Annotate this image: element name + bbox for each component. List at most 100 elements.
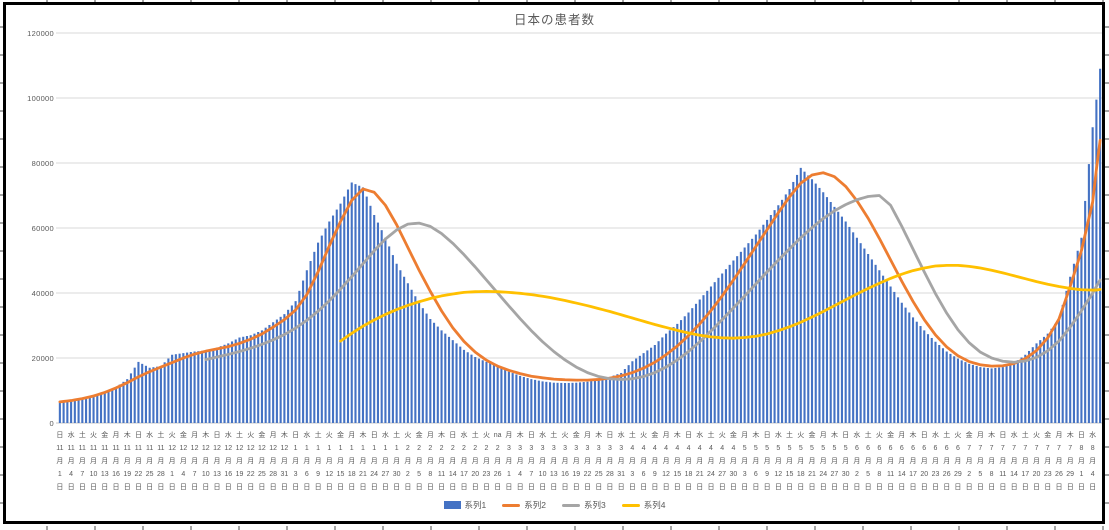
x-axis-tick-label: 月 5 月 24 日	[819, 432, 828, 491]
y-axis-label: 60000	[31, 223, 54, 233]
x-axis-tick-label: 木 1 月 21 日	[359, 432, 367, 491]
legend-item-series4: 系列4	[621, 499, 665, 511]
y-axis-label: 0	[49, 418, 54, 428]
x-axis-tick-label: 火 2 月 23 日	[482, 432, 491, 491]
x-axis-tick-label: 日 11 月 22 日	[134, 432, 143, 491]
x-axis-tick-label: 土 11 月 7 日	[78, 432, 86, 491]
series3-line-swatch-icon	[562, 503, 580, 507]
legend-label-series3: 系列3	[584, 500, 606, 510]
x-axis-tick-label: 土 5 月 15 日	[785, 432, 794, 491]
series1-bar-swatch-icon	[443, 501, 461, 509]
x-axis-tick-label: 月 3 月 22 日	[583, 432, 592, 491]
x-axis-tick-label: 金 1 月 15 日	[336, 432, 345, 491]
x-axis-tick-label: 木 5 月 27 日	[830, 432, 839, 491]
x-axis-tick-label: 土 4 月 24 日	[707, 432, 715, 491]
x-axis-tick-label: 木 12 月 10 日	[201, 432, 210, 491]
x-axis-tick-label: 土 11 月 28 日	[156, 432, 165, 491]
series4-line-swatch-icon	[621, 503, 640, 507]
x-axis-tick-label: 金 11 月 13 日	[100, 432, 109, 491]
legend: 系列1 系列2 系列3 系列4	[0, 499, 1109, 511]
x-axis-tick-label: 金 7 月 23 日	[1043, 432, 1052, 491]
x-axis-tick-label: 水 2 月 17 日	[460, 432, 468, 491]
spreadsheet-edge-left	[0, 0, 4, 530]
x-axis-tick-label: 土 3 月 13 日	[549, 432, 558, 491]
series2-line-swatch-icon	[502, 503, 521, 507]
x-axis-tick-label: 日 12 月 13 日	[213, 432, 221, 491]
x-axis-tick-label: 火 4 月 27 日	[718, 432, 727, 491]
x-axis-tick-label: 金 3 月 19 日	[572, 432, 581, 491]
x-axis-tick-label: 金 12 月 4 日	[179, 432, 188, 491]
x-axis-tick-label: 水 7 月 14 日	[1010, 432, 1018, 491]
x-axis-tick-label: 木 7 月 29 日	[1066, 432, 1075, 491]
x-axis-tick-label: 日 2 月 14 日	[448, 432, 457, 491]
legend-item-series1: 系列1	[443, 499, 486, 511]
x-axis-tick-label: 木 2 月 11 日	[437, 432, 446, 491]
x-axis-tick-label: 木 6 月 17 日	[909, 432, 917, 491]
x-axis-tick-label: 木 3 月 25 日	[594, 432, 603, 491]
x-axis-tick-label: 火 6 月 29 日	[954, 432, 962, 491]
legend-label-series2: 系列2	[524, 500, 546, 510]
x-axis-tick-label: 月 7 月 26 日	[1055, 432, 1063, 491]
x-axis-tick-label: na 2 月 26 日	[493, 432, 502, 491]
x-axis-tick-label: 月 12 月 7 日	[190, 432, 199, 491]
x-axis-tick-label: 土 12 月 19 日	[235, 432, 244, 491]
y-axis-label: 100000	[27, 93, 54, 103]
x-axis-tick-label: 金 4 月 30 日	[729, 432, 738, 491]
x-axis-tick-label: 月 4 月 12 日	[662, 432, 670, 491]
x-axis-tick-label: 水 11 月 4 日	[67, 432, 75, 491]
x-axis-tick-label: 水 11 月 25 日	[145, 432, 154, 491]
y-axis-label: 40000	[31, 288, 54, 298]
x-axis-tick-label: 土 1 月 30 日	[392, 432, 401, 491]
x-axis-tick-label: 水 5 月 12 日	[774, 432, 783, 491]
legend-item-series3: 系列3	[562, 499, 606, 511]
x-axis-tick-label: 月 11 月 16 日	[112, 432, 120, 491]
x-axis-tick-label: 月 12 月 28 日	[269, 432, 278, 491]
x-axis-tick-label: 火 1 月 12 日	[325, 432, 334, 491]
spreadsheet-edge-right	[1105, 0, 1109, 530]
x-axis-tick-label: 月 6 月 14 日	[897, 432, 906, 491]
x-axis-tick-label: 金 5 月 21 日	[808, 432, 816, 491]
y-axis-label: 20000	[31, 353, 54, 363]
x-axis-tick-label: 土 7 月 17 日	[1021, 432, 1030, 491]
x-axis-tick-label: 土 2 月 20 日	[471, 432, 480, 491]
x-axis-tick-label: 月 1 月 18 日	[347, 432, 356, 491]
x-axis-tick-label: 日 4 月 18 日	[684, 432, 693, 491]
x-axis-tick-label: 日 5 月 30 日	[841, 432, 850, 491]
spreadsheet-edge-bottom	[0, 526, 1109, 530]
x-axis-tick-label: 水 1 月 27 日	[381, 432, 390, 491]
y-axis-label: 120000	[27, 28, 54, 38]
x-axis-tick-label: 火 5 月 18 日	[796, 432, 805, 491]
x-axis-tick-label: 日 11 月 1 日	[56, 432, 64, 491]
x-axis-tick-label: 水 6 月 23 日	[931, 432, 940, 491]
x-axis-tick-label: 木 4 月 15 日	[673, 432, 682, 491]
x-axis-tick-label: 水 4 月 21 日	[695, 432, 704, 491]
x-axis-tick-label: 木 11 月 19 日	[123, 432, 132, 491]
x-axis-tick-label: 金 6 月 11 日	[886, 432, 895, 491]
x-axis-tick-label: 日 7 月 11 日	[999, 432, 1007, 491]
x-axis-tick-label: 金 12 月 25 日	[258, 432, 266, 491]
x-axis-tick-label: 火 3 月 16 日	[561, 432, 569, 491]
x-axis-tick-label: 日 3 月 28 日	[606, 432, 614, 491]
